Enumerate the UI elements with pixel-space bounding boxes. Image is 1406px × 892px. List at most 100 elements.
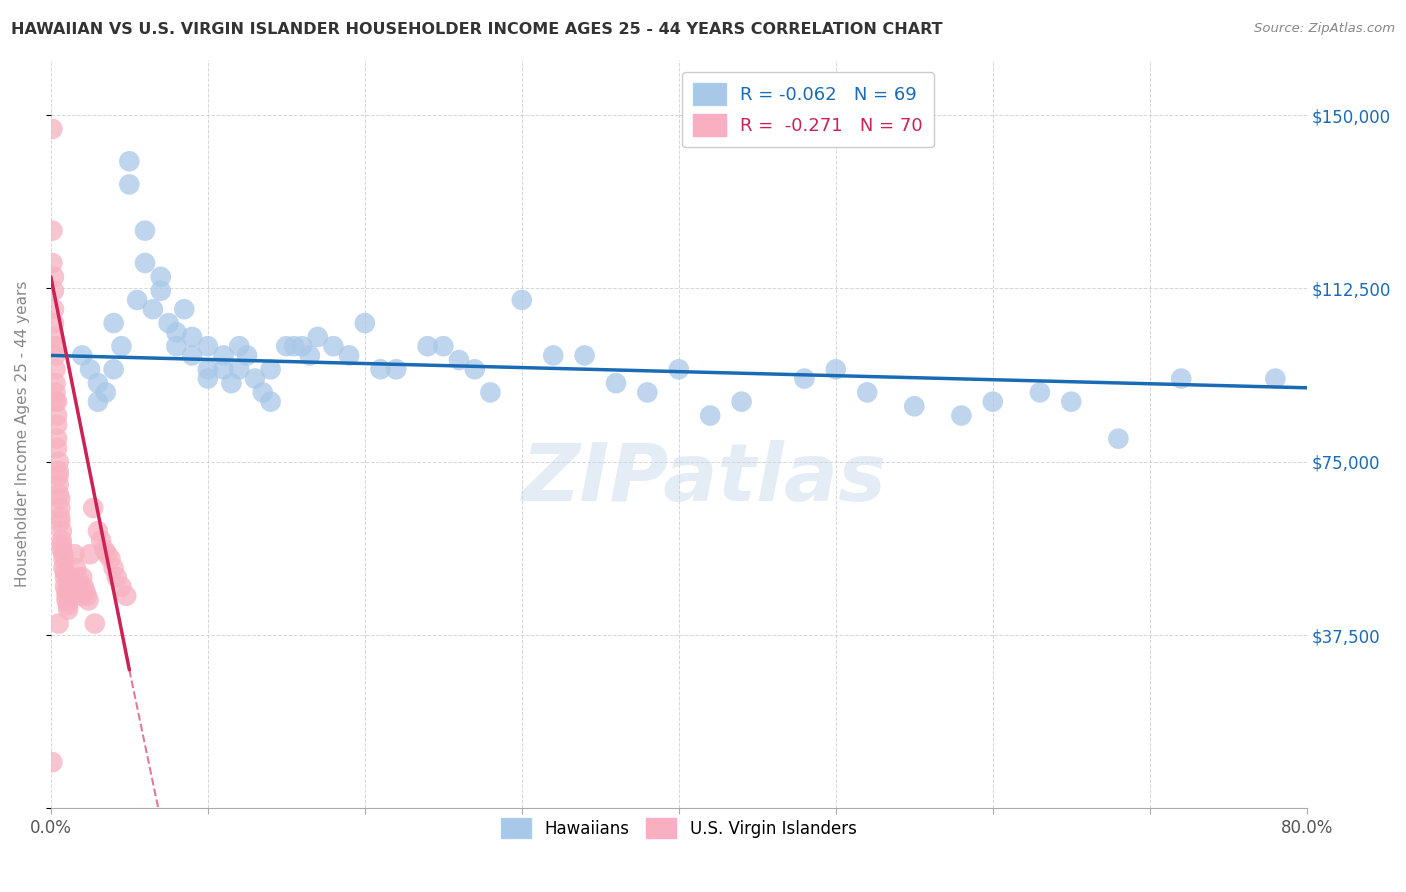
Point (82, 500, 104, 515)
Point (605, 376, 627, 391)
Point (127, 293, 149, 307)
Point (699, 409, 721, 423)
Point (51, 533, 73, 548)
Point (55, 589, 77, 603)
Point (76, 589, 98, 603)
Point (950, 409, 973, 423)
Point (42, 269, 65, 284)
Point (110, 339, 132, 353)
Point (479, 385, 502, 400)
Point (110, 580, 132, 594)
Point (46, 409, 69, 423)
Point (46, 394, 69, 409)
Point (541, 348, 564, 362)
Point (41, 256, 63, 270)
Point (432, 339, 454, 353)
Point (94, 385, 117, 400)
Point (197, 362, 219, 376)
Point (793, 371, 815, 385)
Point (46, 441, 69, 455)
Point (1107, 432, 1129, 446)
Point (337, 348, 360, 362)
Point (48, 468, 70, 483)
Point (69, 589, 91, 603)
Point (51, 524, 73, 538)
Point (668, 362, 690, 376)
Point (60, 584, 83, 599)
Point (70, 570, 93, 584)
Point (48, 464, 70, 478)
Point (41, 756, 63, 770)
Point (87, 376, 110, 391)
Point (103, 561, 125, 575)
Point (259, 394, 281, 409)
Point (100, 551, 122, 566)
Point (42, 316, 65, 330)
Point (87, 394, 110, 409)
Point (510, 293, 533, 307)
Point (90, 533, 112, 548)
Point (236, 348, 259, 362)
Point (181, 330, 204, 344)
Point (53, 566, 76, 580)
Point (45, 362, 67, 376)
Point (79, 547, 101, 561)
Point (221, 376, 243, 391)
Point (243, 371, 266, 385)
Point (291, 339, 314, 353)
Point (51, 542, 73, 557)
Point (48, 616, 70, 631)
Point (49, 491, 72, 506)
Point (259, 362, 281, 376)
Point (165, 326, 187, 340)
Point (105, 570, 128, 584)
Point (730, 394, 752, 409)
Point (197, 339, 219, 353)
Legend: Hawaiians, U.S. Virgin Islanders: Hawaiians, U.S. Virgin Islanders (495, 812, 863, 845)
Point (49, 510, 72, 524)
Point (173, 302, 195, 317)
Point (118, 178, 141, 192)
Point (77, 593, 100, 607)
Y-axis label: Householder Income Ages 25 - 44 years: Householder Income Ages 25 - 44 years (15, 281, 30, 587)
Point (41, 122, 63, 136)
Point (49, 500, 72, 515)
Point (70, 348, 93, 362)
Point (53, 570, 76, 584)
Point (447, 353, 470, 368)
Point (62, 589, 84, 603)
Point (67, 580, 90, 594)
Point (197, 371, 219, 385)
Point (856, 385, 879, 400)
Point (52, 547, 75, 561)
Point (56, 598, 79, 612)
Point (322, 339, 344, 353)
Point (48, 455, 70, 469)
Point (53, 580, 76, 594)
Point (276, 339, 298, 353)
Point (115, 589, 138, 603)
Point (42, 302, 65, 317)
Point (134, 256, 156, 270)
Point (212, 348, 235, 362)
Point (93, 542, 115, 557)
Point (55, 593, 77, 607)
Point (96, 547, 118, 561)
Point (42, 330, 65, 344)
Point (103, 316, 125, 330)
Point (48, 478, 70, 492)
Text: Source: ZipAtlas.com: Source: ZipAtlas.com (1254, 22, 1395, 36)
Point (59, 580, 82, 594)
Point (981, 394, 1004, 409)
Point (228, 339, 250, 353)
Point (385, 362, 408, 376)
Point (228, 362, 250, 376)
Point (45, 394, 67, 409)
Point (824, 362, 846, 376)
Point (464, 362, 486, 376)
Point (1060, 394, 1083, 409)
Point (48, 487, 70, 501)
Point (52, 551, 75, 566)
Point (149, 269, 172, 284)
Point (134, 224, 156, 238)
